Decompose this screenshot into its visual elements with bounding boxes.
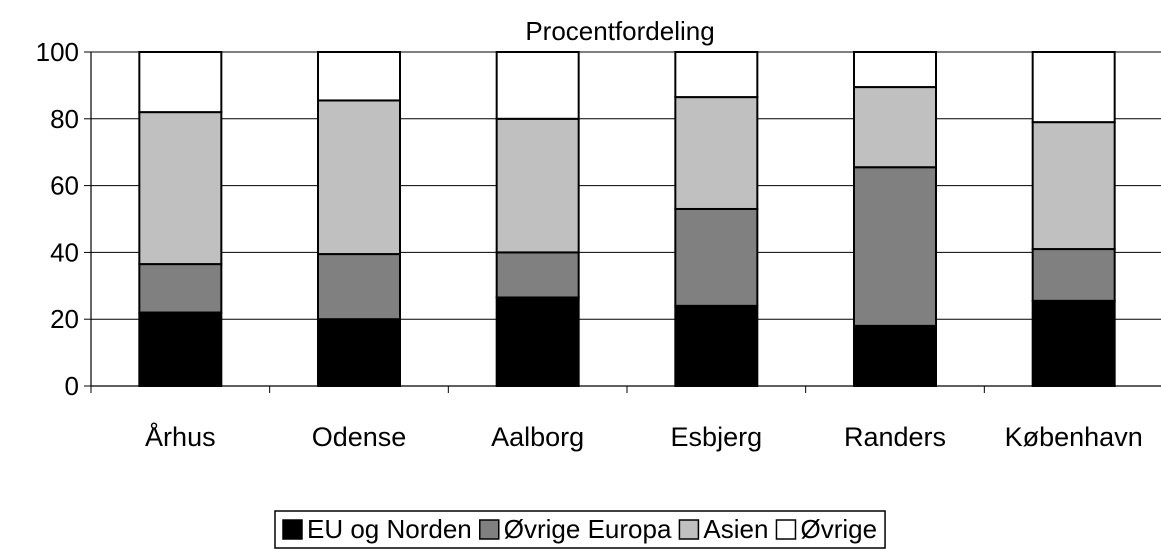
bar-segment xyxy=(495,251,580,299)
y-tick-label: 0 xyxy=(65,371,79,401)
legend-swatch xyxy=(678,519,700,540)
x-tick-label: Århus xyxy=(145,421,216,452)
legend-label: Øvrige xyxy=(800,514,877,544)
y-tick-label: 20 xyxy=(50,304,79,334)
x-tick-label: Aalborg xyxy=(491,422,584,452)
bar-segment xyxy=(1031,121,1116,251)
x-tick-label: Odense xyxy=(312,422,407,452)
axes xyxy=(84,51,1161,393)
x-tick-label: København xyxy=(1005,422,1143,452)
x-tick-label: Randers xyxy=(844,422,946,452)
gridlines xyxy=(91,51,1161,320)
bar-segment xyxy=(853,166,937,327)
bar-segment xyxy=(1031,248,1116,302)
bars xyxy=(138,51,1116,388)
bar-segment xyxy=(674,96,759,210)
bar-segment xyxy=(1031,299,1116,387)
legend-swatch xyxy=(479,519,500,540)
x-tick-labels: Århus Odense Aalborg Esbjerg Randers Københav… xyxy=(145,421,1143,452)
bar-segment xyxy=(138,111,223,266)
bar-segment xyxy=(674,207,759,307)
y-tick-label: 40 xyxy=(50,237,79,267)
legend-label: Øvrige Europa xyxy=(504,514,672,544)
y-tick-label: 80 xyxy=(50,104,79,134)
bar-segment xyxy=(317,99,401,256)
bar-segment xyxy=(674,304,759,387)
bar-segment xyxy=(138,311,223,387)
bar-segment xyxy=(495,117,580,254)
legend-swatch xyxy=(282,519,303,540)
legend-swatch xyxy=(775,519,797,540)
y-tick-label: 100 xyxy=(36,37,79,67)
bar-segment xyxy=(138,263,223,314)
bar-segment xyxy=(853,51,937,89)
bar-segment xyxy=(495,51,580,120)
bar-segment xyxy=(138,51,223,114)
x-tick-label: Esbjerg xyxy=(671,422,763,452)
y-tick-labels: 0 20 40 60 80 100 xyxy=(36,37,79,401)
bar-segment xyxy=(317,51,401,102)
bar-segment xyxy=(853,324,937,388)
bar-segment xyxy=(317,318,401,388)
bar-segment xyxy=(495,296,580,387)
legend: EU og Norden Øvrige Europa Asien Øvrige xyxy=(274,510,886,549)
bar-segment xyxy=(317,253,401,321)
bar-segment xyxy=(674,51,759,99)
bar-segment xyxy=(1031,51,1116,124)
legend-label: Asien xyxy=(703,514,768,544)
y-tick-label: 60 xyxy=(50,171,79,201)
chart-subtitle: Procentfordeling xyxy=(525,16,714,46)
legend-label: EU og Norden xyxy=(307,514,472,544)
bar-segment xyxy=(853,86,937,169)
